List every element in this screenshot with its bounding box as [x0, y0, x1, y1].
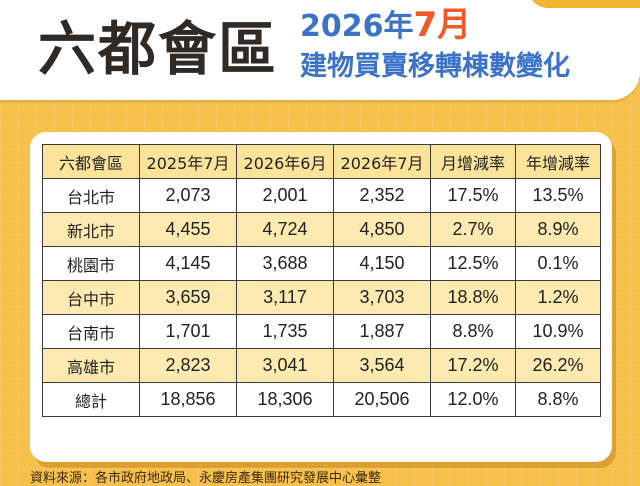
city-cell: 桃園市 [42, 246, 140, 281]
corner-tab [528, 0, 640, 8]
city-cell: 台中市 [42, 280, 140, 315]
table-header-row: 六都會區 2025年7月 2026年6月 2026年7月 月增減率 年增減率 [42, 144, 601, 179]
value-cell: 2,001 [236, 178, 334, 213]
value-cell: 3,659 [139, 280, 237, 315]
column-header: 2026年6月 [236, 144, 334, 179]
data-table: 六都會區 2025年7月 2026年6月 2026年7月 月增減率 年增減率 台… [42, 144, 601, 417]
table-row: 台北市 2,073 2,001 2,352 17.5% 13.5% [42, 178, 601, 213]
subtitle-year: 2026年 [300, 9, 414, 44]
value-cell: 3,564 [333, 348, 431, 383]
value-cell: 4,850 [333, 212, 431, 247]
table-total-row: 總計 18,856 18,306 20,506 12.0% 8.8% [42, 382, 601, 417]
city-cell: 台南市 [42, 314, 140, 349]
yoy-cell: 13.5% [515, 178, 601, 213]
city-cell: 新北市 [42, 212, 140, 247]
column-header: 2026年7月 [333, 144, 431, 179]
table-row: 高雄市 2,823 3,041 3,564 17.2% 26.2% [42, 348, 601, 383]
mom-cell: 18.8% [430, 280, 516, 315]
value-cell: 3,041 [236, 348, 334, 383]
value-cell: 2,073 [139, 178, 237, 213]
value-cell: 18,306 [236, 382, 334, 417]
yoy-cell: 1.2% [515, 280, 601, 315]
mom-cell: 12.5% [430, 246, 516, 281]
table-row: 台南市 1,701 1,735 1,887 8.8% 10.9% [42, 314, 601, 349]
table-row: 新北市 4,455 4,724 4,850 2.7% 8.9% [42, 212, 601, 247]
value-cell: 3,703 [333, 280, 431, 315]
yoy-cell: 8.9% [515, 212, 601, 247]
value-cell: 2,823 [139, 348, 237, 383]
value-cell: 2,352 [333, 178, 431, 213]
value-cell: 1,701 [139, 314, 237, 349]
yoy-cell: 10.9% [515, 314, 601, 349]
value-cell: 3,117 [236, 280, 334, 315]
table-row: 桃園市 4,145 3,688 4,150 12.5% 0.1% [42, 246, 601, 281]
value-cell: 18,856 [139, 382, 237, 417]
column-header: 2025年7月 [139, 144, 237, 179]
value-cell: 4,455 [139, 212, 237, 247]
value-cell: 20,506 [333, 382, 431, 417]
table-row: 台中市 3,659 3,117 3,703 18.8% 1.2% [42, 280, 601, 315]
yoy-cell: 26.2% [515, 348, 601, 383]
subtitle-date: 2026年7月 [300, 6, 471, 46]
main-title: 六都會區 [38, 15, 279, 83]
mom-cell: 2.7% [430, 212, 516, 247]
yoy-cell: 0.1% [515, 246, 601, 281]
mom-cell: 12.0% [430, 382, 516, 417]
value-cell: 4,145 [139, 246, 237, 281]
value-cell: 4,724 [236, 212, 334, 247]
table-card: 六都會區 2025年7月 2026年6月 2026年7月 月增減率 年增減率 台… [30, 132, 612, 462]
value-cell: 1,887 [333, 314, 431, 349]
mom-cell: 8.8% [430, 314, 516, 349]
mom-cell: 17.5% [430, 178, 516, 213]
subtitle-description: 建物買賣移轉棟數變化 [300, 51, 570, 82]
city-cell: 總計 [42, 382, 140, 417]
column-header: 六都會區 [42, 144, 140, 179]
city-cell: 高雄市 [42, 348, 140, 383]
mom-cell: 17.2% [430, 348, 516, 383]
source-note: 資料來源：各市政府地政局、永慶房產集團研究發展中心彙整 [30, 471, 382, 486]
value-cell: 4,150 [333, 246, 431, 281]
header-banner: 六都會區 2026年7月 建物買賣移轉棟數變化 [0, 0, 640, 100]
yoy-cell: 8.8% [515, 382, 601, 417]
subtitle-month: 7月 [413, 5, 472, 45]
column-header: 年增減率 [515, 144, 601, 179]
value-cell: 3,688 [236, 246, 334, 281]
value-cell: 1,735 [236, 314, 334, 349]
column-header: 月增減率 [430, 144, 516, 179]
city-cell: 台北市 [42, 178, 140, 213]
